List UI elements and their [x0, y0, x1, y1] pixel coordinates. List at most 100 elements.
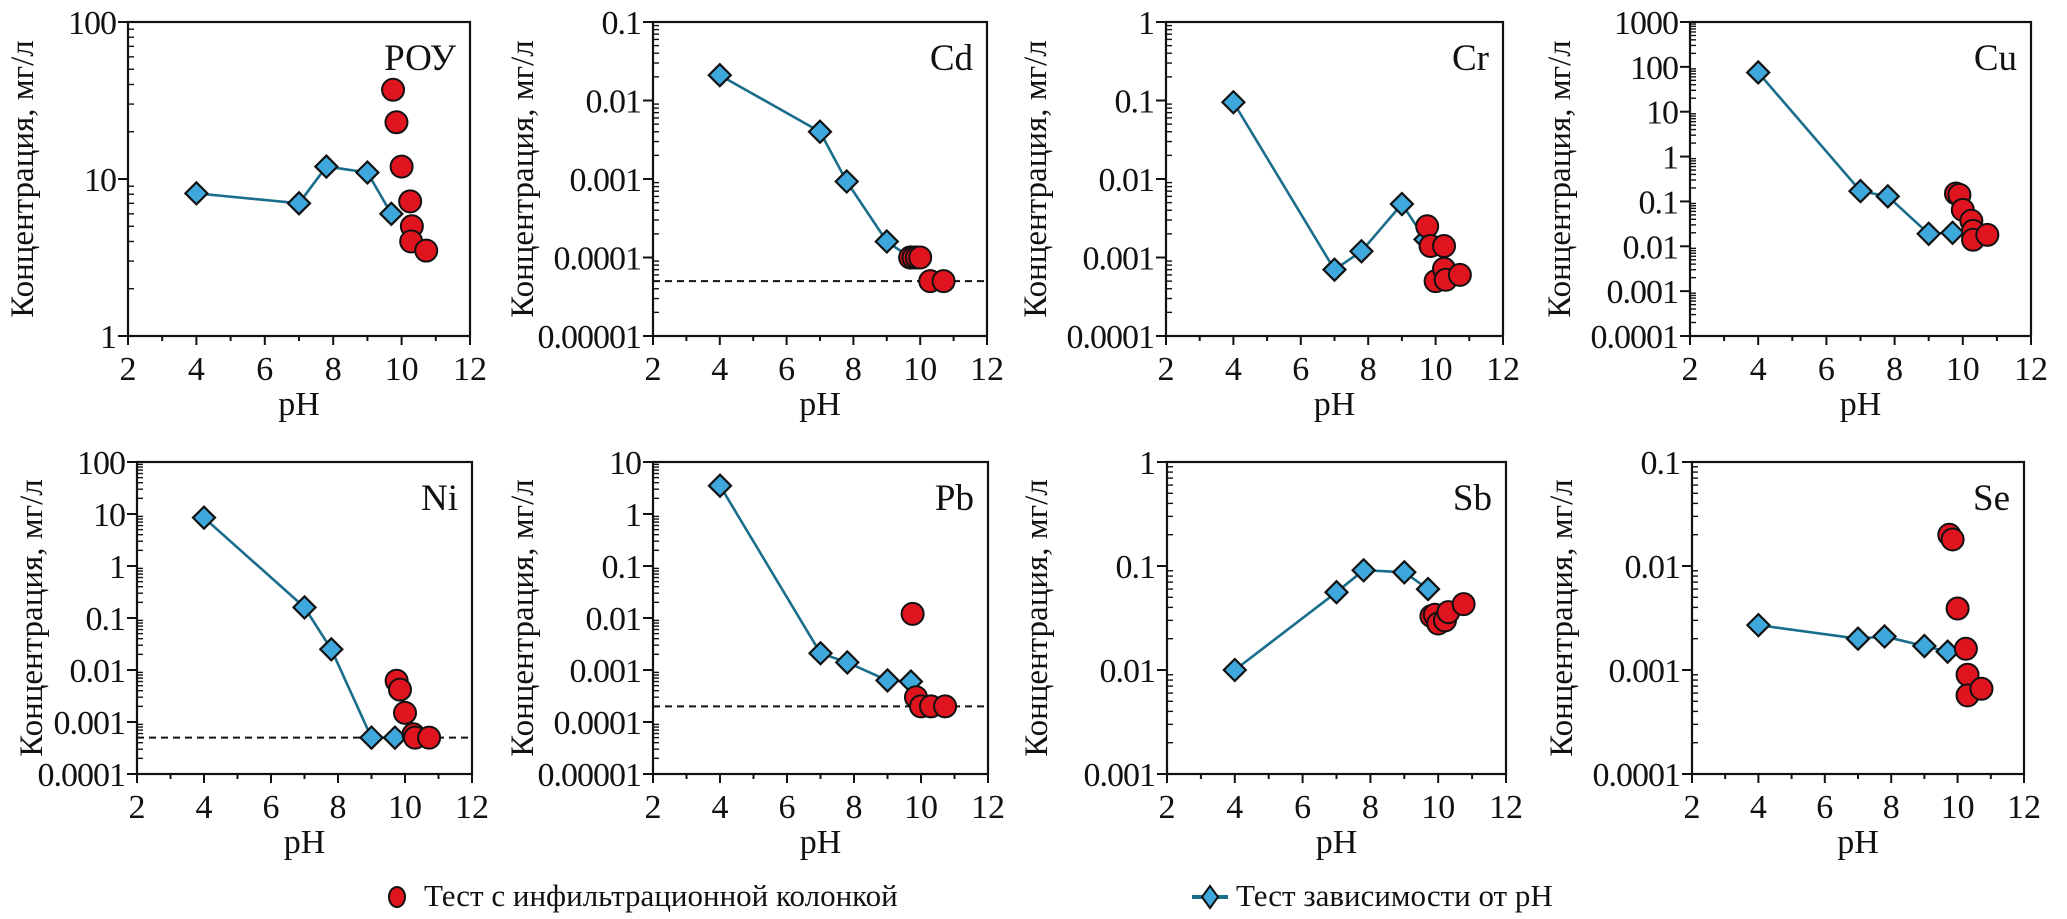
- y-tick-label: 0.001: [54, 705, 126, 742]
- column-test-point: [389, 154, 414, 179]
- x-tick-label: 2: [645, 351, 662, 388]
- y-axis-label: Концентрация, мг/л: [505, 40, 541, 318]
- x-axis-label: pH: [1837, 824, 1879, 861]
- x-tick-label: 8: [325, 351, 342, 388]
- y-tick-label: 0.01: [586, 84, 642, 121]
- legend-circle-marker: [388, 886, 406, 908]
- ph-test-point: [834, 649, 860, 675]
- ph-test-point: [1911, 633, 1937, 659]
- column-test-point: [931, 269, 956, 294]
- ph-test-point: [874, 667, 901, 693]
- ph-test-point: [1348, 238, 1375, 264]
- ph-test-line: [1757, 71, 1953, 236]
- column-test-point: [393, 700, 417, 725]
- x-tick-label: 2: [1158, 351, 1175, 388]
- ph-test-point: [1745, 59, 1771, 86]
- y-tick-label: 100: [1630, 50, 1678, 87]
- x-tick-label: 10: [385, 351, 419, 388]
- panel-title: Pb: [935, 478, 974, 519]
- legend-label-ph-test: Тест зависимости от pH: [1236, 878, 1553, 913]
- x-tick-label: 2: [1682, 351, 1699, 388]
- ph-test-point: [318, 636, 344, 662]
- x-tick-label: 2: [129, 789, 146, 826]
- y-tick-label: 0.1: [602, 5, 642, 42]
- x-tick-label: 6: [779, 789, 796, 826]
- panel-title: Cu: [1974, 38, 2017, 79]
- x-tick-label: 8: [846, 789, 863, 826]
- x-tick-label: 6: [1292, 351, 1309, 388]
- ph-test-point: [291, 594, 318, 620]
- column-test-point: [381, 77, 406, 102]
- y-tick-label: 0.1: [86, 601, 126, 638]
- y-tick-label: 1: [625, 497, 641, 534]
- column-test-point: [1975, 222, 2000, 247]
- y-tick-label: 0.01: [1625, 549, 1681, 586]
- panel-cu: 2 4 6 8 10 12 0.0001 0.001 0.01 0.1 1 10 100 1000 pH Ко…: [1542, 5, 2048, 423]
- column-test-point: [1432, 234, 1457, 259]
- y-tick-label: 0.001: [1084, 757, 1156, 794]
- y-tick-label: 0.01: [1623, 229, 1679, 266]
- column-test-point: [387, 677, 412, 702]
- x-tick-label: 4: [196, 789, 213, 826]
- ph-test-point: [807, 640, 834, 666]
- x-tick-label: 8: [1886, 351, 1903, 388]
- column-test-point: [1969, 676, 1994, 701]
- x-tick-label: 4: [1750, 351, 1767, 388]
- y-axis-label: Концентрация, мг/л: [5, 40, 41, 318]
- x-tick-label: 4: [712, 789, 729, 826]
- x-tick-label: 10: [1421, 789, 1455, 826]
- ph-test-point: [1220, 89, 1246, 115]
- panel-title: Cd: [930, 38, 974, 79]
- x-tick-label: 6: [1818, 351, 1835, 388]
- x-tick-label: 8: [330, 789, 347, 826]
- column-test-point: [900, 601, 925, 626]
- column-test-point: [414, 238, 439, 263]
- ph-test-point: [1875, 183, 1901, 209]
- x-tick-label: 10: [1419, 351, 1453, 388]
- y-tick-label: 0.001: [570, 653, 642, 690]
- y-tick-label: 0.0001: [1593, 757, 1681, 794]
- x-tick-label: 12: [455, 789, 489, 826]
- column-test-point: [933, 694, 958, 719]
- y-tick-label: 1: [1139, 445, 1155, 482]
- ph-test-point: [1940, 220, 1966, 246]
- ph-test-point: [358, 725, 385, 751]
- panel-cd: 2 4 6 8 10 12 0.00001 0.0001 0.001 0.01 0.1 pH Конце…: [505, 5, 1004, 423]
- ph-test-line: [719, 74, 911, 259]
- column-test-point: [1940, 527, 1965, 552]
- y-axis-label: Концентрация, мг/л: [14, 479, 50, 757]
- y-tick-label: 10: [93, 497, 125, 534]
- column-test-point: [1415, 214, 1440, 239]
- y-tick-label: 0.00001: [538, 319, 642, 356]
- column-test-point: [1945, 596, 1970, 621]
- x-tick-label: 12: [971, 789, 1005, 826]
- y-tick-label: 0.0001: [1067, 319, 1155, 356]
- panel-title: Se: [1973, 478, 2010, 519]
- x-tick-label: 6: [263, 789, 280, 826]
- x-tick-label: 12: [453, 351, 487, 388]
- ph-test-point: [834, 168, 860, 195]
- ph-test-point: [807, 119, 833, 145]
- ph-test-point: [1323, 579, 1350, 605]
- y-tick-label: 0.01: [586, 601, 642, 638]
- x-axis-label: pH: [284, 824, 326, 861]
- y-tick-label: 0.001: [1609, 653, 1681, 690]
- x-axis-label: pH: [1840, 386, 1882, 423]
- x-tick-label: 6: [778, 351, 795, 388]
- ph-test-point: [313, 154, 339, 180]
- y-tick-label: 0.001: [1083, 241, 1155, 278]
- x-tick-label: 12: [2014, 351, 2048, 388]
- y-tick-label: 0.0001: [1591, 319, 1679, 356]
- x-tick-label: 8: [1360, 351, 1377, 388]
- legend-diamond-marker: [1192, 884, 1228, 910]
- ph-test-point: [1391, 559, 1417, 585]
- x-tick-label: 4: [1226, 789, 1243, 826]
- x-tick-label: 12: [2007, 789, 2041, 826]
- x-tick-label: 12: [1486, 351, 1520, 388]
- ph-test-point: [378, 201, 404, 227]
- column-test-point: [1953, 636, 1978, 661]
- y-tick-label: 1: [1662, 140, 1678, 177]
- x-tick-label: 2: [645, 789, 662, 826]
- y-tick-label: 0.01: [1099, 162, 1155, 199]
